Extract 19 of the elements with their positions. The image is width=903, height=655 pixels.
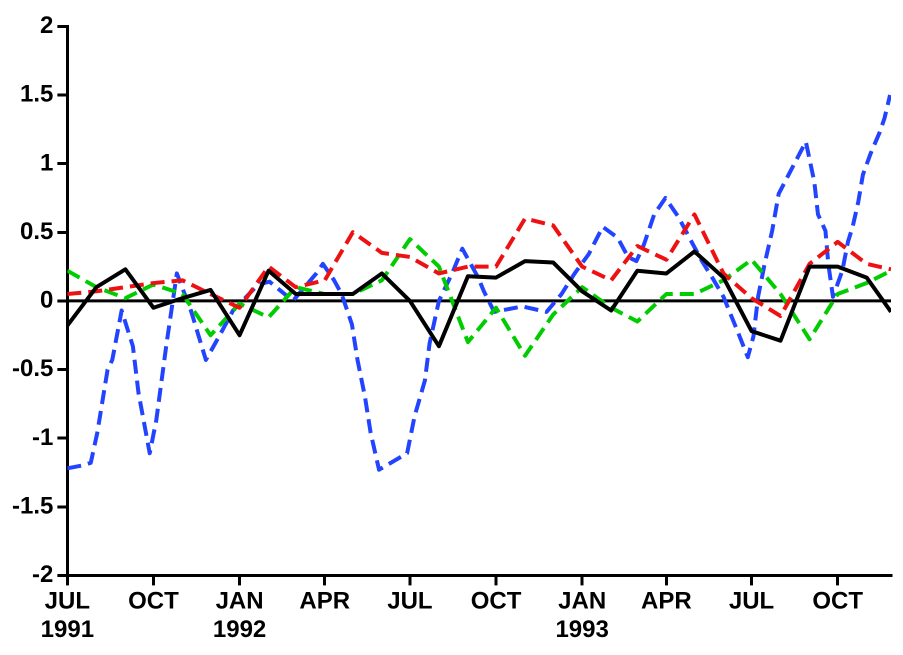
x-tick-label: JUL 1991 [40,587,94,644]
y-tick-label: -1.5 [12,492,54,520]
x-tick-label: JUL [387,587,433,614]
x-tick-label: APR [641,587,692,614]
x-tick-label: APR [299,587,350,614]
y-tick-label: 2 [40,12,54,40]
y-tick-label: 0 [40,286,54,314]
x-tick-label: JAN 1993 [555,587,609,644]
x-tick-label: OCT [812,587,864,614]
x-tick-label: JAN 1992 [212,587,266,644]
x-tick-label: OCT [128,587,180,614]
x-tick-label: OCT [470,587,522,614]
y-tick-label: 0.5 [20,218,54,245]
y-tick-label: -0.5 [12,355,54,382]
y-tick-label: 1.5 [20,80,54,108]
y-tick-label: -2 [32,561,54,588]
y-tick-label: -1 [32,424,54,451]
x-tick-label: JUL [728,587,774,614]
y-tick-label: 1 [40,149,54,176]
